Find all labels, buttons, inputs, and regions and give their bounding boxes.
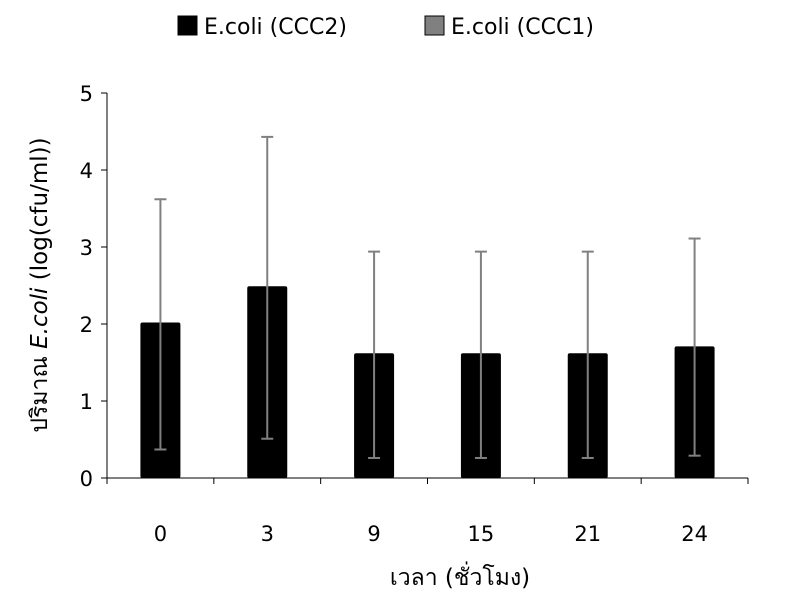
- y-tick-label: 5: [80, 82, 93, 106]
- x-axis-title: เวลา (ชั่วโมง): [390, 561, 530, 591]
- y-title-prefix: ปริมาณ: [27, 349, 53, 433]
- y-tick-label: 4: [80, 159, 93, 183]
- x-tick-label: 24: [681, 522, 708, 546]
- y-tick-label: 1: [80, 390, 93, 414]
- x-axis: 0 3 9 15 21 24: [106, 477, 749, 546]
- y-tick-label: 3: [80, 236, 93, 260]
- bars: [140, 286, 715, 478]
- y-axis: 0 1 2 3 4 5: [80, 82, 108, 491]
- y-tick-label: 0: [80, 467, 93, 491]
- y-axis-title: ปริมาณ E.coli (log(cfu/ml)): [27, 137, 53, 432]
- legend-swatch: [177, 15, 198, 36]
- x-tick-label: 15: [468, 522, 495, 546]
- x-tick-label: 21: [574, 522, 601, 546]
- y-title-italic: E.coli: [27, 287, 53, 349]
- y-title-suffix: (log(cfu/ml)): [27, 137, 53, 287]
- legend-swatch: [424, 15, 445, 36]
- x-tick-label: 0: [154, 522, 167, 546]
- x-tick-label: 9: [367, 522, 380, 546]
- legend-label: E.coli (CCC2): [204, 15, 347, 40]
- legend: E.coli (CCC2) E.coli (CCC1): [177, 15, 594, 40]
- x-tick-label: 3: [261, 522, 274, 546]
- error-bars: [154, 135, 701, 459]
- y-tick-label: 2: [80, 313, 93, 337]
- legend-label: E.coli (CCC1): [451, 15, 594, 40]
